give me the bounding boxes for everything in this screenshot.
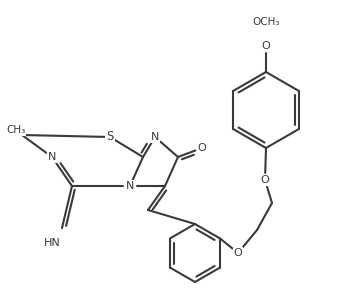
Text: OCH₃: OCH₃ [252, 17, 280, 27]
Text: N: N [126, 181, 134, 191]
Text: S: S [106, 130, 114, 143]
Text: CH₃: CH₃ [6, 125, 25, 135]
Text: O: O [262, 41, 270, 51]
Text: O: O [198, 143, 206, 153]
Text: N: N [48, 152, 56, 162]
Text: HN: HN [44, 238, 61, 248]
Text: N: N [151, 132, 159, 142]
Text: O: O [234, 248, 242, 258]
Text: O: O [261, 175, 269, 185]
